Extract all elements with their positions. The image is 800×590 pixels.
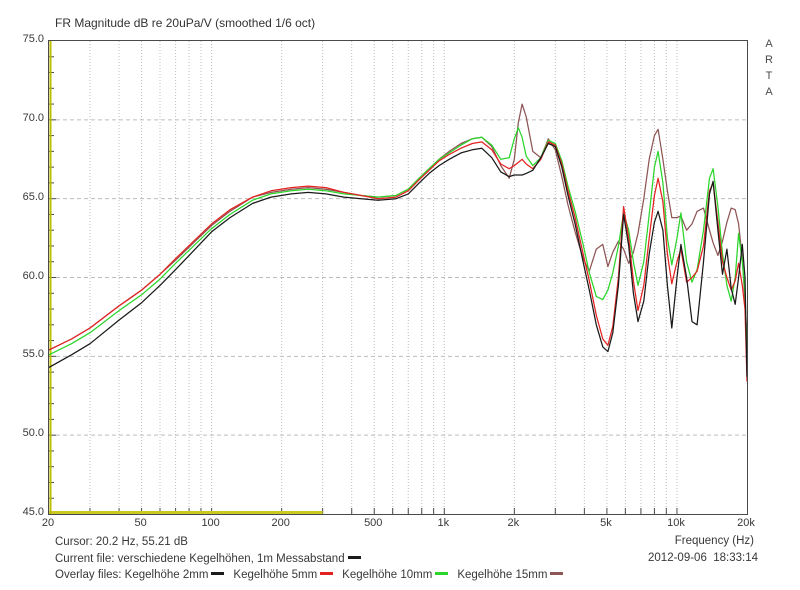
x-axis-label: 20 [41, 517, 55, 529]
curve-kegelhoehe-15mm [49, 103, 747, 351]
cursor-readout: Cursor: 20.2 Hz, 55.21 dB [55, 536, 188, 548]
chart-title: FR Magnitude dB re 20uPa/V (smoothed 1/6… [55, 16, 316, 30]
y-axis-label: 65.0 [22, 190, 44, 203]
overlay-files-line: Overlay files: Kegelhöhe 2mm Kegelhöhe 5m… [55, 569, 572, 581]
y-axis-label: 55.0 [22, 348, 44, 361]
y-axis-label: 50.0 [22, 427, 44, 440]
overlay-files-label: Overlay files: [55, 569, 122, 581]
current-file-line: Current file: verschiedene Kegelhöhen, 1… [55, 553, 370, 565]
fr-magnitude-chart [49, 41, 747, 514]
curve-kegelhoehe-10mm [49, 127, 747, 356]
curve-kegelhoehe-2mm [49, 142, 747, 377]
x-axis-label: 100 [201, 517, 220, 529]
x-axis-label: 200 [271, 517, 290, 529]
overlay-legend-items: Kegelhöhe 2mm Kegelhöhe 5mm Kegelhöhe 10mm… [125, 569, 573, 581]
y-axis-label: 75.0 [22, 33, 44, 45]
watermark-letter: R [765, 54, 773, 66]
overlay-legend-label: Kegelhöhe 2mm [124, 569, 209, 581]
watermark-letter: A [765, 38, 773, 50]
x-axis-label: 20k [737, 517, 755, 529]
x-axis-label: 2k [507, 517, 520, 529]
overlay-legend-swatch [320, 572, 334, 576]
watermark-letter: T [765, 70, 773, 82]
x-axis-label: 5k [600, 517, 612, 529]
x-axis-label: 10k [667, 517, 685, 529]
overlay-legend-label: Kegelhöhe 10mm [342, 569, 433, 581]
y-axis-label: 70.0 [22, 111, 44, 124]
overlay-legend-label: Kegelhöhe 15mm [457, 569, 548, 581]
overlay-legend-swatch [211, 572, 225, 576]
overlay-legend-swatch [550, 572, 564, 576]
x-axis-label: 50 [134, 517, 147, 529]
x-axis-label: 1k [437, 517, 450, 529]
y-axis-label: 45.0 [22, 506, 44, 518]
current-file-swatch [347, 556, 361, 560]
x-axis-label: 500 [364, 517, 383, 529]
watermark-letter: A [765, 86, 773, 98]
y-axis-label: 60.0 [22, 269, 44, 282]
overlay-legend-label: Kegelhöhe 5mm [233, 569, 318, 581]
x-axis-title: Frequency (Hz) [674, 535, 754, 547]
overlay-legend-swatch [435, 572, 449, 576]
timestamp: 2012-09-06 18:33:14 [648, 552, 758, 564]
current-file-label: Current file: verschiedene Kegelhöhen, 1… [55, 553, 345, 565]
curve-kegelhoehe-5mm [49, 141, 747, 382]
plot-area[interactable] [48, 40, 748, 515]
